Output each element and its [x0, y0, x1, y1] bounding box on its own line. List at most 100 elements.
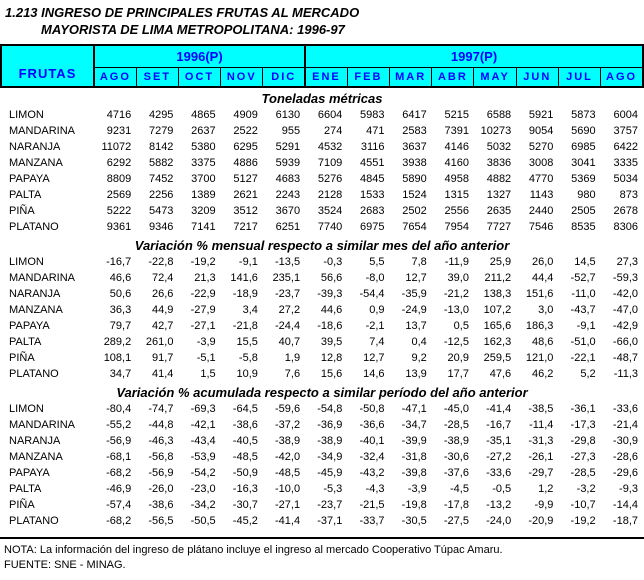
value-cell: 1,2 [538, 483, 554, 495]
month-header-dic-1996: DIC [262, 66, 306, 88]
value-cell: -16,7 [106, 256, 132, 268]
value-cell: 3757 [613, 125, 638, 137]
value-cell: -22,1 [570, 352, 596, 364]
value-cell: 3700 [191, 173, 216, 185]
value-cell: 289,2 [103, 336, 132, 348]
table-row: MANZANA 36,3 44,9 -27,9 3,4 27,2 44,6 0,9 -24,9 -… [1, 302, 643, 318]
value-cell: 5882 [148, 157, 174, 169]
month-header-mar-1997: MAR [389, 66, 433, 88]
value-cell: 5127 [233, 173, 258, 185]
value-cell: -50,5 [190, 515, 216, 527]
value-cell: -24,9 [401, 304, 427, 316]
value-cell: -23,7 [275, 288, 301, 300]
value-cell: -44,8 [148, 419, 174, 431]
value-cell: -16,3 [232, 483, 258, 495]
value-cell: 7954 [444, 221, 469, 233]
value-cell: 2569 [106, 189, 132, 201]
value-cell: -41,4 [275, 515, 301, 527]
fruit-name: MANZANA [9, 451, 63, 463]
value-cell: 3512 [233, 205, 258, 217]
value-cell: -31,3 [528, 435, 554, 447]
value-cell: 0,4 [411, 336, 427, 348]
value-cell: 7141 [191, 221, 216, 233]
value-cell: 14,6 [363, 368, 385, 380]
value-cell: -45,0 [443, 403, 469, 415]
value-cell: 6985 [571, 141, 596, 153]
value-cell: 3375 [191, 157, 216, 169]
value-cell: 3,0 [538, 304, 554, 316]
table-row: PAPAYA 79,7 42,7 -27,1 -21,8 -24,4 -18,6 -2,1 13… [1, 318, 643, 334]
value-cell: -5,1 [196, 352, 216, 364]
value-cell: -30,5 [401, 515, 427, 527]
month-header-may-1997: MAY [473, 66, 517, 88]
section-heading: Variación % mensual respecto a similar m… [134, 238, 510, 253]
value-cell: -56,5 [148, 515, 174, 527]
value-cell: 5690 [571, 125, 596, 137]
value-cell: -36,6 [359, 419, 385, 431]
fruit-name: PIÑA [9, 205, 35, 217]
table-row: PLATANO -68,2 -56,5 -50,5 -45,2 -41,4 -37,1 -33… [1, 513, 643, 529]
value-cell: -35,1 [486, 435, 512, 447]
value-cell: -43,7 [570, 304, 596, 316]
value-cell: 4909 [233, 109, 258, 121]
value-cell: 41,4 [152, 368, 174, 380]
table-row: PLATANO 9361 9346 7141 7217 6251 7740 6975 7654 7… [1, 219, 643, 235]
value-cell: 8306 [613, 221, 638, 233]
value-cell: 4770 [528, 173, 554, 185]
value-cell: -40,5 [232, 435, 258, 447]
table-row: PALTA 2569 2256 1389 2621 2243 2128 1533 1524 131… [1, 187, 643, 203]
value-cell: -50,9 [232, 467, 258, 479]
table-row: PIÑA -57,4 -38,6 -34,2 -30,7 -27,1 -23,7 -21,5 -… [1, 497, 643, 513]
value-cell: 48,6 [531, 336, 554, 348]
value-cell: 1389 [191, 189, 216, 201]
year-header-row: FRUTAS 1996(P) 1997(P) [0, 44, 644, 88]
value-cell: 10,9 [236, 368, 258, 380]
value-cell: -38,5 [528, 403, 554, 415]
value-cell: 12,7 [363, 352, 385, 364]
month-header-row: AGO SET OCT NOV DIC ENE FEB MAR ABR MAY JUN JUL AGO [1, 66, 644, 88]
value-cell: 12,8 [320, 352, 343, 364]
value-cell: -33,6 [612, 403, 638, 415]
value-cell: 8809 [106, 173, 132, 185]
value-cell: 2502 [402, 205, 427, 217]
value-cell: 9361 [106, 221, 132, 233]
value-cell: -31,8 [401, 451, 427, 463]
value-cell: -23,0 [190, 483, 216, 495]
value-cell: 5270 [528, 141, 554, 153]
value-cell: 4146 [444, 141, 469, 153]
value-cell: -68,2 [106, 515, 132, 527]
fruit-name: MANZANA [9, 157, 63, 169]
month-header-ago-1997: AGO [600, 66, 644, 88]
value-cell: 9231 [106, 125, 132, 137]
value-cell: 186,3 [525, 320, 554, 332]
title-line2: MAYORISTA DE LIMA METROPOLITANA: 1996-97 [41, 22, 345, 37]
value-cell: -48,7 [612, 352, 638, 364]
value-cell: -14,4 [612, 499, 638, 511]
value-cell: -9,1 [238, 256, 258, 268]
month-header-nov-1996: NOV [220, 66, 264, 88]
value-cell: 3335 [613, 157, 638, 169]
value-cell: -56,9 [106, 435, 132, 447]
value-cell: -37,6 [443, 467, 469, 479]
value-cell: -18,9 [232, 288, 258, 300]
value-cell: 0,9 [369, 304, 385, 316]
value-cell: 27,2 [278, 304, 301, 316]
fruit-name: PAPAYA [9, 173, 50, 185]
value-cell: -24,0 [486, 515, 512, 527]
value-cell: -27,1 [275, 499, 301, 511]
value-cell: -5,8 [238, 352, 258, 364]
table-row: MANDARINA 9231 7279 2637 2522 955 274 471 2583 73… [1, 123, 643, 139]
value-cell: -45,9 [317, 467, 343, 479]
value-cell: 6588 [486, 109, 512, 121]
value-cell: -17,3 [570, 419, 596, 431]
year-1996-header: 1996(P) [92, 44, 306, 68]
value-cell: -38,6 [232, 419, 258, 431]
value-cell: 0,5 [453, 320, 469, 332]
fuente-text: FUENTE: SNE - MINAG. [4, 559, 126, 571]
value-cell: 2621 [233, 189, 258, 201]
value-cell: -4,3 [365, 483, 385, 495]
value-cell: 6130 [275, 109, 301, 121]
fruit-name: LIMON [9, 109, 44, 121]
value-cell: 44,4 [531, 272, 554, 284]
value-cell: 141,6 [230, 272, 258, 284]
